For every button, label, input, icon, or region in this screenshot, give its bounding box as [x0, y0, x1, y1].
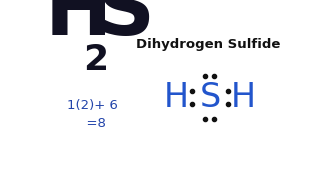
Text: H: H — [231, 81, 256, 114]
Text: 2: 2 — [84, 43, 108, 77]
Text: H: H — [45, 0, 112, 52]
Text: Dihydrogen Sulfide: Dihydrogen Sulfide — [136, 38, 281, 51]
Text: =8: =8 — [78, 117, 106, 130]
Text: H: H — [164, 81, 189, 114]
Text: 1(2)+ 6: 1(2)+ 6 — [67, 99, 117, 112]
Text: S: S — [96, 0, 154, 52]
Text: S: S — [199, 81, 220, 114]
